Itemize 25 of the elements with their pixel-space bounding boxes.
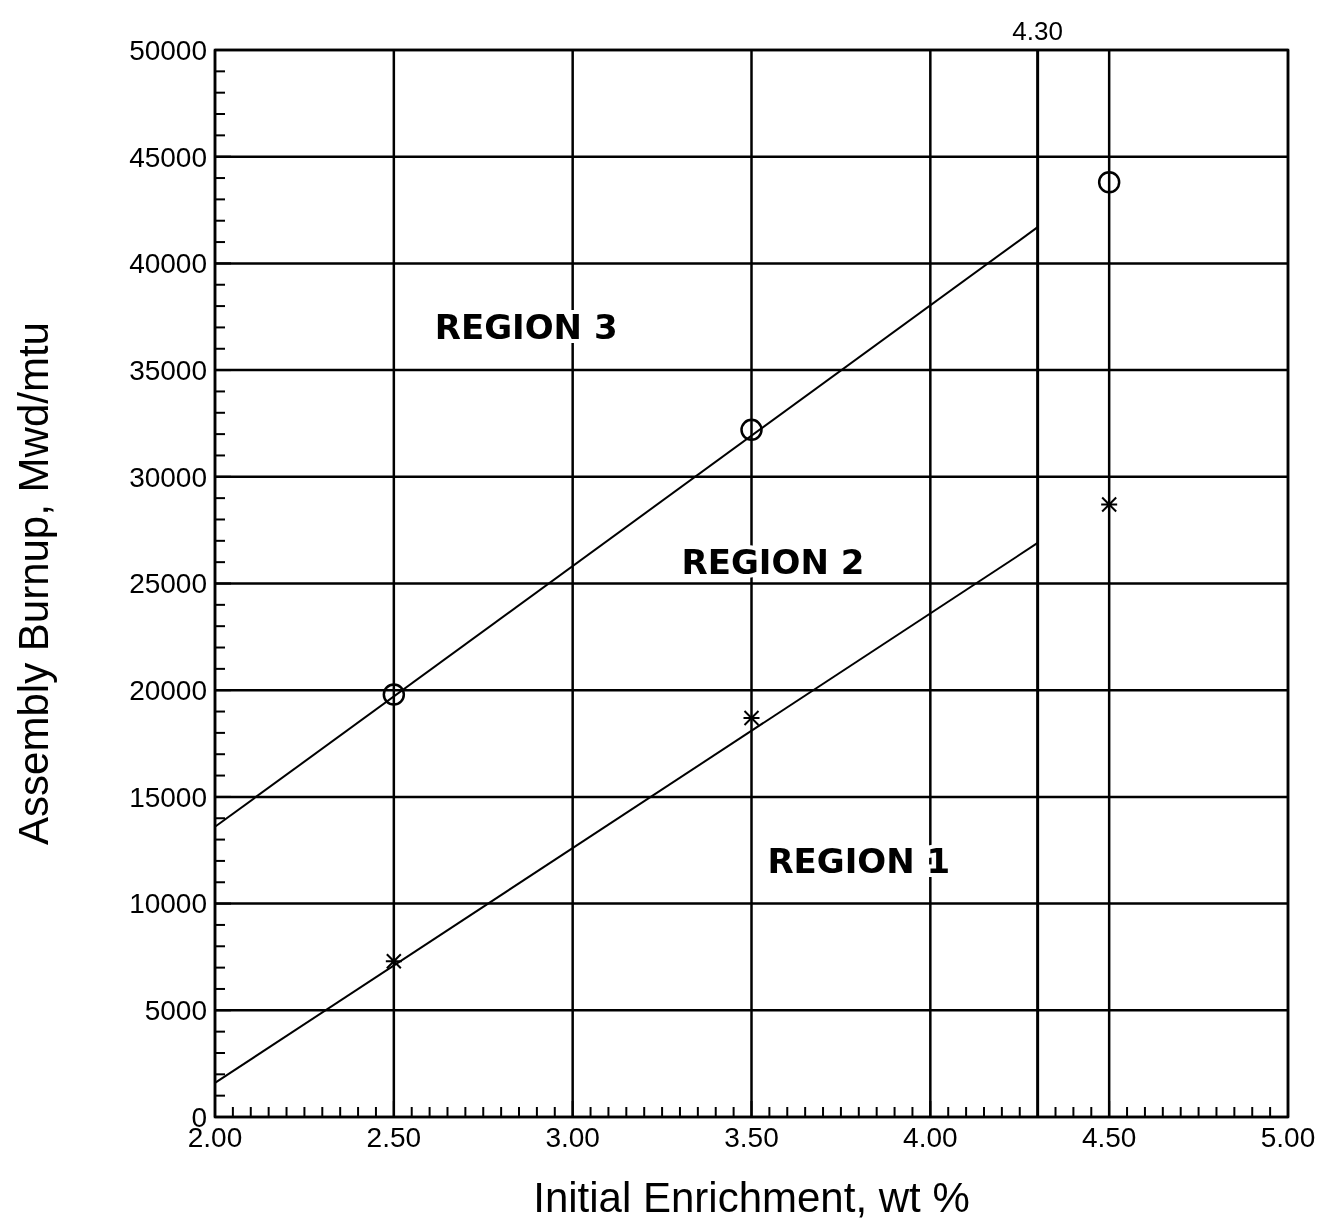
point xyxy=(1100,496,1119,513)
y-tick-label: 50000 xyxy=(129,34,207,66)
x-tick-label: 5.00 xyxy=(1260,1122,1316,1153)
x-tick-label: 4.00 xyxy=(903,1122,958,1153)
point xyxy=(742,709,761,726)
y-tick-label: 35000 xyxy=(129,354,207,386)
x-tick-label: 2.50 xyxy=(366,1122,422,1153)
x-axis-title: Initial Enrichment, wt % xyxy=(533,1174,970,1221)
point xyxy=(740,418,763,442)
y-tick-label: 25000 xyxy=(129,568,207,600)
x-tick-label: 3.00 xyxy=(545,1122,600,1153)
x-tick-label: 3.50 xyxy=(724,1122,779,1153)
y-axis-title: Assembly Burnup, Mwd/mtu xyxy=(10,322,57,845)
y-tick-label: 5000 xyxy=(144,995,207,1027)
y-tick-label: 20000 xyxy=(129,675,207,706)
point xyxy=(1097,171,1121,194)
y-tick-label: 45000 xyxy=(129,141,207,173)
y-tick-label: 10000 xyxy=(129,888,207,920)
point xyxy=(382,683,406,706)
y-tick-label: 15000 xyxy=(129,781,207,813)
point xyxy=(384,953,403,970)
y-tick-label: 30000 xyxy=(129,461,207,493)
ref-line-label: 4.30 xyxy=(1012,16,1063,46)
x-tick-label: 4.50 xyxy=(1081,1122,1137,1153)
y-tick-label: 40000 xyxy=(129,248,207,280)
